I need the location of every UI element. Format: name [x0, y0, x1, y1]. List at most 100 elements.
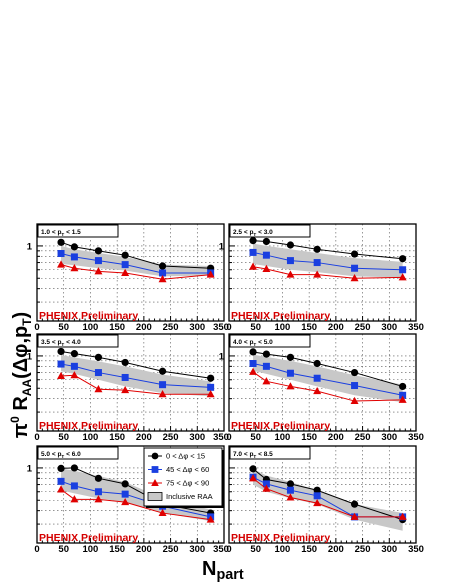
data-point-triangle [398, 512, 407, 520]
series-line [60, 489, 211, 521]
inclusive-raa-band [61, 245, 211, 277]
y-tick-label: 1 [219, 241, 225, 252]
x-tick-label: 50 [250, 322, 261, 333]
x-tick-label: 150 [301, 322, 317, 333]
data-point-square [70, 362, 78, 370]
panel-frame [228, 333, 417, 432]
data-point-circle [121, 358, 129, 367]
x-tick-label: 50 [58, 432, 69, 443]
data-point-circle [262, 350, 270, 358]
x-tick-label: 100 [82, 432, 98, 443]
x-axis-title: Npart [202, 558, 244, 582]
data-point-triangle [94, 385, 103, 393]
data-point-triangle [249, 474, 258, 482]
x-tick-label: 50 [250, 544, 261, 555]
data-point-triangle [70, 495, 79, 503]
series-line [252, 371, 403, 402]
data-point-circle [313, 359, 321, 368]
data-point-triangle [57, 371, 66, 380]
x-tick-label: 0 [34, 432, 39, 443]
pt-range-box [37, 446, 119, 460]
data-point-triangle [121, 268, 130, 276]
x-tick-label: 50 [58, 322, 69, 333]
data-point-circle [57, 238, 65, 246]
x-tick-label: 100 [82, 544, 98, 555]
data-point-square [121, 373, 129, 381]
data-point-triangle [398, 273, 407, 281]
data-point-circle [249, 237, 257, 245]
data-point-square [313, 259, 321, 267]
x-tick-label: 300 [189, 544, 205, 555]
x-tick-label: 150 [109, 432, 125, 443]
data-point-triangle [57, 485, 66, 493]
phenix-preliminary-label: PHENIX Preliminary [39, 310, 138, 322]
pt-range-text: 3.5 < pT < 4.0 [41, 339, 81, 347]
data-point-circle [350, 500, 359, 508]
x-tick-label: 0 [226, 544, 231, 555]
data-point-circle [94, 474, 103, 482]
data-point-square [399, 266, 407, 274]
data-point-circle [207, 374, 215, 382]
data-point-circle [350, 368, 359, 377]
x-tick-label: 50 [250, 432, 261, 443]
data-point-square [207, 383, 215, 391]
legend-marker-circle [151, 452, 159, 460]
x-tick-label: 250 [163, 322, 179, 333]
data-point-triangle [313, 270, 322, 278]
panel-6: 05010015020025030035017.0 < pT < 8.5PHEN… [219, 445, 424, 555]
x-tick-label: 0 [34, 544, 39, 555]
pt-range-box [229, 224, 311, 238]
pt-range-text: 4.0 < pT < 5.0 [233, 339, 273, 347]
data-point-circle [158, 367, 167, 375]
x-tick-label: 0 [226, 432, 231, 443]
legend-entry-label: 0 < Δφ < 15 [166, 452, 205, 461]
x-tick-label: 0 [34, 322, 39, 333]
data-point-circle [350, 250, 359, 258]
x-tick-label: 300 [381, 544, 397, 555]
x-tick-label: 300 [381, 322, 397, 333]
x-tick-label: 350 [408, 544, 424, 555]
x-tick-label: 350 [213, 322, 229, 333]
data-point-circle [94, 247, 103, 255]
x-tick-label: 250 [163, 432, 179, 443]
panel-4: 0 50 100 150 200 250 300 350 1 4.0 < pT < 5.0 PHEN… [219, 333, 424, 443]
x-tick-label: 100 [274, 544, 290, 555]
data-point-circle [262, 237, 270, 246]
data-point-triangle [158, 508, 167, 517]
data-point-triangle [94, 267, 103, 275]
data-point-square [399, 391, 407, 399]
panel-frame [228, 223, 417, 322]
pt-range-box [37, 334, 119, 348]
data-point-square [94, 369, 102, 377]
data-point-square [262, 362, 270, 370]
data-point-triangle [206, 270, 215, 278]
data-point-circle [313, 486, 321, 494]
data-point-square [262, 251, 270, 259]
x-tick-label: 150 [301, 544, 317, 555]
data-point-triangle [206, 390, 215, 398]
data-point-square [70, 253, 78, 261]
pt-range-box [229, 446, 311, 460]
inclusive-raa-band [253, 354, 403, 403]
data-point-square [286, 369, 294, 377]
phenix-preliminary-label: PHENIX Preliminary [39, 532, 138, 544]
data-point-square [286, 257, 294, 265]
data-point-triangle [249, 367, 258, 375]
phenix-preliminary-label: PHENIX Preliminary [231, 532, 330, 544]
legend-entry-label: Inclusive RAA [166, 492, 213, 501]
phenix-preliminary-label: PHENIX Preliminary [231, 420, 330, 432]
x-tick-label: 350 [213, 544, 229, 555]
data-point-square [351, 264, 359, 272]
x-tick-label: 300 [189, 432, 205, 443]
data-point-square [351, 382, 359, 390]
data-point-triangle [313, 386, 322, 395]
data-point-square [286, 486, 294, 494]
legend: 0 < Δφ < 15 45 < Δφ < 60 75 < Δφ < 90 Inclu… [143, 447, 224, 508]
panel-1: 0 50 100 150 200 250 300 350 1 1.0 < pT < 1.5 PHEN… [27, 223, 229, 333]
legend-entry-label: 75 < Δφ < 90 [166, 479, 209, 488]
data-point-square [121, 490, 129, 498]
data-point-square [313, 374, 321, 382]
data-point-triangle [158, 390, 167, 398]
data-point-circle [249, 465, 257, 473]
